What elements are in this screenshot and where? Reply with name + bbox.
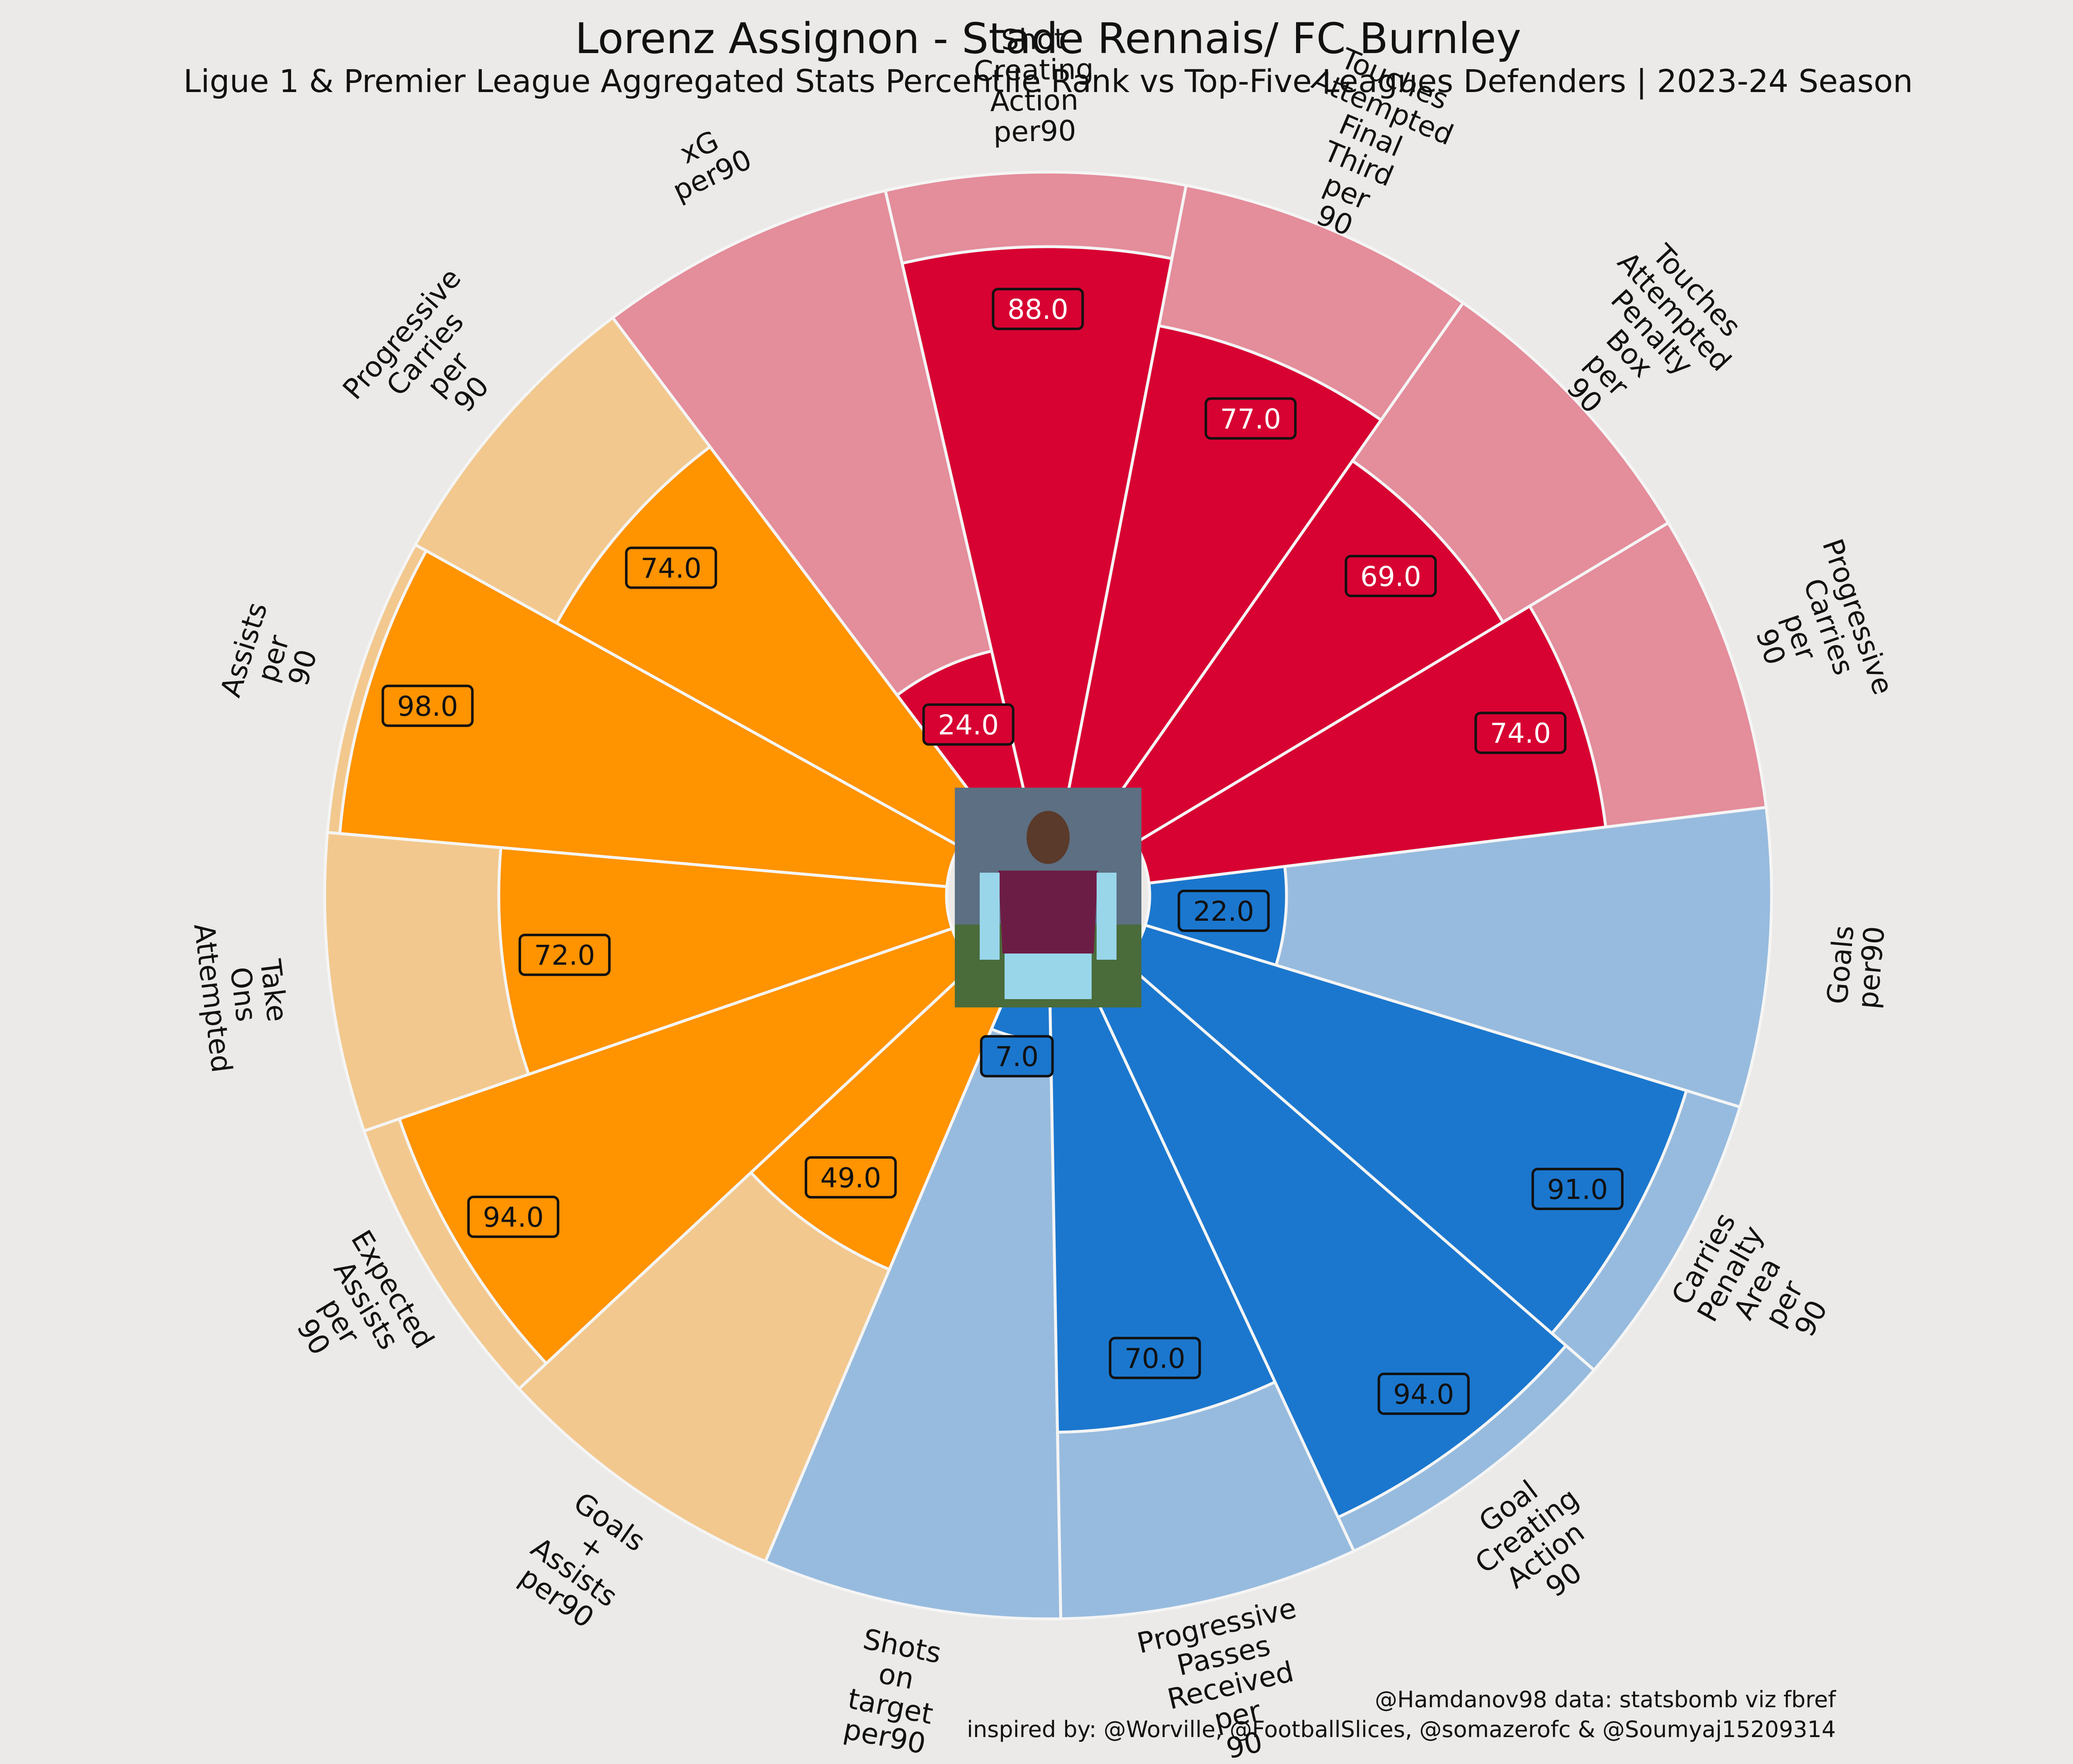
value-label: 24.0 <box>922 703 1015 746</box>
value-label-box <box>1474 711 1567 754</box>
value-label: 88.0 <box>992 288 1084 330</box>
value-label-text: 98.0 <box>397 690 458 722</box>
value-label-box <box>1204 397 1297 440</box>
value-label: 74.0 <box>625 546 717 589</box>
value-label-box <box>1177 890 1270 932</box>
value-label-text: 74.0 <box>641 552 702 584</box>
value-label: 91.0 <box>1531 1167 1624 1210</box>
value-label: 22.0 <box>1177 890 1270 932</box>
value-label: 7.0 <box>980 1035 1054 1077</box>
value-label-text: 72.0 <box>534 939 595 971</box>
value-label-box <box>381 684 474 727</box>
category-label: TakeOnsAttempted <box>187 914 299 1075</box>
value-label-box <box>1345 555 1437 597</box>
player-photo <box>955 788 1141 1007</box>
player-sleeve-left <box>980 873 1000 960</box>
value-label: 94.0 <box>467 1196 559 1238</box>
chart-subtitle: Ligue 1 & Premier League Aggregated Stat… <box>183 63 1913 100</box>
value-label: 70.0 <box>1109 1337 1201 1379</box>
value-label-box <box>625 546 717 589</box>
category-label: ShotCreatingActionper90 <box>973 22 1095 149</box>
chart-title: Lorenz Assignon - Stade Rennais/ FC Burn… <box>575 14 1521 63</box>
value-label: 69.0 <box>1345 555 1437 597</box>
value-label: 72.0 <box>518 934 611 976</box>
value-label-text: 91.0 <box>1547 1174 1608 1206</box>
value-label-box <box>1109 1337 1201 1379</box>
value-label: 98.0 <box>381 684 474 727</box>
value-label-text: 49.0 <box>820 1162 881 1194</box>
value-label: 94.0 <box>1377 1372 1470 1415</box>
value-label: 49.0 <box>804 1156 897 1199</box>
value-label-box <box>1377 1372 1470 1415</box>
value-label-text: 77.0 <box>1220 403 1281 435</box>
value-label-text: 24.0 <box>938 709 999 741</box>
value-label: 74.0 <box>1474 711 1567 754</box>
value-label-text: 7.0 <box>995 1041 1039 1073</box>
value-label-box <box>467 1196 559 1238</box>
player-sleeve-right <box>1097 873 1117 960</box>
value-label-box <box>922 703 1015 746</box>
value-label-text: 88.0 <box>1007 294 1068 325</box>
category-label: Goalsper90 <box>1821 922 1891 1010</box>
value-label-box <box>804 1156 897 1199</box>
player-shirt <box>998 871 1098 954</box>
footer-credit: @Hamdanov98 data: statsbomb viz fbref <box>1375 1686 1837 1713</box>
value-label-text: 94.0 <box>1393 1378 1454 1410</box>
value-label-box <box>1531 1167 1624 1210</box>
value-wedge <box>497 846 954 1076</box>
value-label-text: 74.0 <box>1490 718 1551 750</box>
player-head <box>1027 811 1070 864</box>
value-label-text: 94.0 <box>483 1201 544 1233</box>
footer-inspired: inspired by: @Worville, @FootballSlices,… <box>967 1716 1836 1742</box>
value-label-text: 22.0 <box>1193 895 1254 927</box>
value-label-text: 69.0 <box>1360 561 1421 592</box>
player-shorts <box>1005 954 1092 999</box>
value-wedge <box>1133 604 1607 885</box>
value-label-text: 70.0 <box>1124 1343 1185 1375</box>
value-wedges <box>338 245 1689 1519</box>
value-wedge <box>338 548 961 888</box>
value-label-box <box>992 288 1084 330</box>
value-labels: 22.0 91.0 94.0 70.0 7.0 49.0 94.0 72.0 98.0 74.0 2… <box>381 288 1624 1415</box>
value-label: 77.0 <box>1204 397 1297 440</box>
value-label-box <box>518 934 611 976</box>
value-label-box <box>980 1035 1054 1077</box>
